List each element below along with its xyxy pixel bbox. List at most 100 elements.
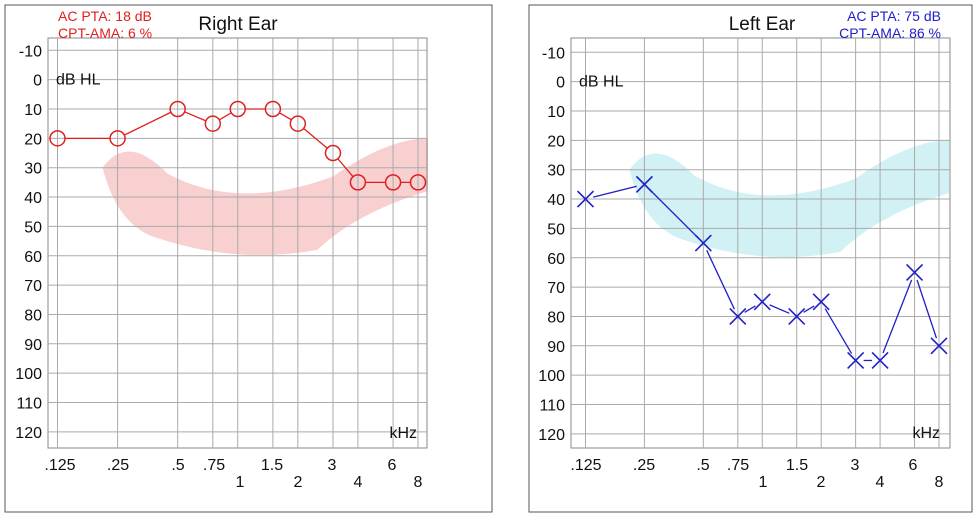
x-tick-label: 3	[328, 457, 337, 474]
series-line-segment	[184, 111, 206, 122]
audiogram-panel-left-ear: -10 0 10 20 30 40 50 60 70 80 90 100 110 120 dB HL kHz.…	[528, 4, 973, 513]
data-point	[109, 130, 126, 147]
y-tick-label: 0	[556, 75, 565, 92]
y-tick-label: 20	[24, 131, 42, 148]
x-tick-label: 4	[354, 474, 363, 491]
data-point	[169, 100, 186, 118]
stat-label: CPT-AMA: 6 %	[58, 25, 152, 41]
y-tick-label: 30	[24, 161, 42, 178]
series-line-segment	[803, 305, 815, 313]
series-line-segment	[882, 279, 913, 354]
x-tick-label: 1.5	[786, 457, 808, 474]
x-tick-label: 1	[236, 474, 245, 491]
data-point	[324, 144, 342, 162]
y-tick-label: 100	[15, 366, 42, 383]
data-point	[694, 234, 712, 252]
x-tick-label: 8	[935, 474, 944, 491]
y-tick-label: -10	[542, 45, 565, 62]
y-tick-label: 100	[538, 368, 565, 385]
data-point	[576, 190, 595, 208]
y-tick-label: 10	[547, 104, 565, 121]
data-point	[753, 293, 771, 311]
x-tick-label: 6	[909, 457, 918, 474]
panel-frame	[4, 4, 493, 513]
data-point	[635, 175, 653, 193]
x-tick-label: 1.5	[261, 457, 283, 474]
x-tick-label: 6	[388, 457, 397, 474]
y-tick-label: 110	[539, 398, 565, 415]
x-tick-label: 2	[817, 474, 826, 491]
series-line-segment	[219, 112, 232, 121]
data-point	[264, 100, 282, 118]
y-tick-label: 80	[547, 309, 565, 326]
x-tick-label: .25	[107, 457, 129, 474]
series-line-segment	[769, 304, 790, 314]
series-line-segment	[303, 128, 328, 149]
y-tick-label: 90	[24, 337, 42, 354]
y-tick-label: -10	[19, 43, 42, 60]
data-point	[204, 115, 222, 132]
data-point	[409, 174, 427, 191]
y-tick-label: 50	[24, 219, 42, 236]
y-tick-label: 70	[24, 278, 42, 295]
y-tick-label: 60	[24, 249, 42, 266]
chart-title: Left Ear	[729, 14, 796, 35]
data-point	[729, 307, 747, 326]
data-point	[930, 337, 948, 355]
x-tick-label: 3	[851, 457, 860, 474]
x-tick-label: 8	[414, 474, 423, 491]
data-point	[384, 174, 402, 191]
data-point	[871, 351, 889, 370]
x-axis-unit: kHz	[912, 425, 940, 442]
y-tick-label: 40	[547, 192, 565, 209]
y-tick-label: 60	[547, 251, 565, 268]
y-tick-label: 110	[16, 396, 42, 413]
stat-label: CPT-AMA: 86 %	[839, 25, 941, 41]
series-line-segment	[279, 112, 292, 121]
x-tick-label: .75	[203, 457, 225, 474]
y-tick-label: 80	[24, 307, 42, 324]
y-tick-label: 50	[547, 221, 565, 238]
series-line-segment	[124, 111, 171, 136]
y-tick-label: 30	[547, 163, 565, 180]
y-axis-label: dB HL	[56, 72, 101, 89]
series-line-segment	[337, 158, 354, 177]
chart-title: Right Ear	[198, 14, 278, 35]
series-line-segment	[824, 308, 853, 354]
series-line-segment	[744, 305, 756, 313]
x-tick-label: .125	[44, 457, 75, 474]
x-axis-unit: kHz	[389, 425, 417, 442]
y-axis-label: dB HL	[579, 74, 624, 91]
data-point	[905, 263, 924, 281]
plot-area	[570, 37, 951, 449]
x-tick-label: 2	[294, 474, 303, 491]
data-point	[289, 115, 307, 132]
series-line-segment	[593, 185, 637, 198]
x-tick-label: .5	[171, 457, 184, 474]
x-tick-label: .5	[696, 457, 709, 474]
stat-label: AC PTA: 75 dB	[847, 8, 941, 24]
series-line-segment	[916, 279, 938, 339]
panel-frame	[528, 4, 973, 513]
data-point	[788, 307, 806, 326]
x-tick-label: .75	[727, 457, 749, 474]
y-tick-label: 120	[538, 427, 565, 444]
data-point	[349, 174, 367, 191]
y-tick-label: 40	[24, 190, 42, 207]
data-point	[812, 293, 830, 311]
data-point	[49, 130, 66, 147]
x-tick-label: 4	[876, 474, 885, 491]
audiogram-panel-right-ear: -10 0 10 20 30 40 50 60 70 80 90 100 110 120 dB HL kHz.…	[4, 4, 493, 513]
y-tick-label: 90	[547, 339, 565, 356]
series-line-segment	[649, 189, 699, 238]
x-tick-label: .125	[570, 457, 601, 474]
y-tick-label: 20	[547, 133, 565, 150]
y-tick-label: 120	[15, 425, 42, 442]
series-line-segment	[706, 250, 735, 310]
y-tick-label: 70	[547, 280, 565, 297]
stat-label: AC PTA: 18 dB	[58, 8, 152, 24]
data-point	[229, 100, 246, 118]
y-tick-label: 0	[33, 73, 42, 90]
data-point	[847, 351, 865, 370]
